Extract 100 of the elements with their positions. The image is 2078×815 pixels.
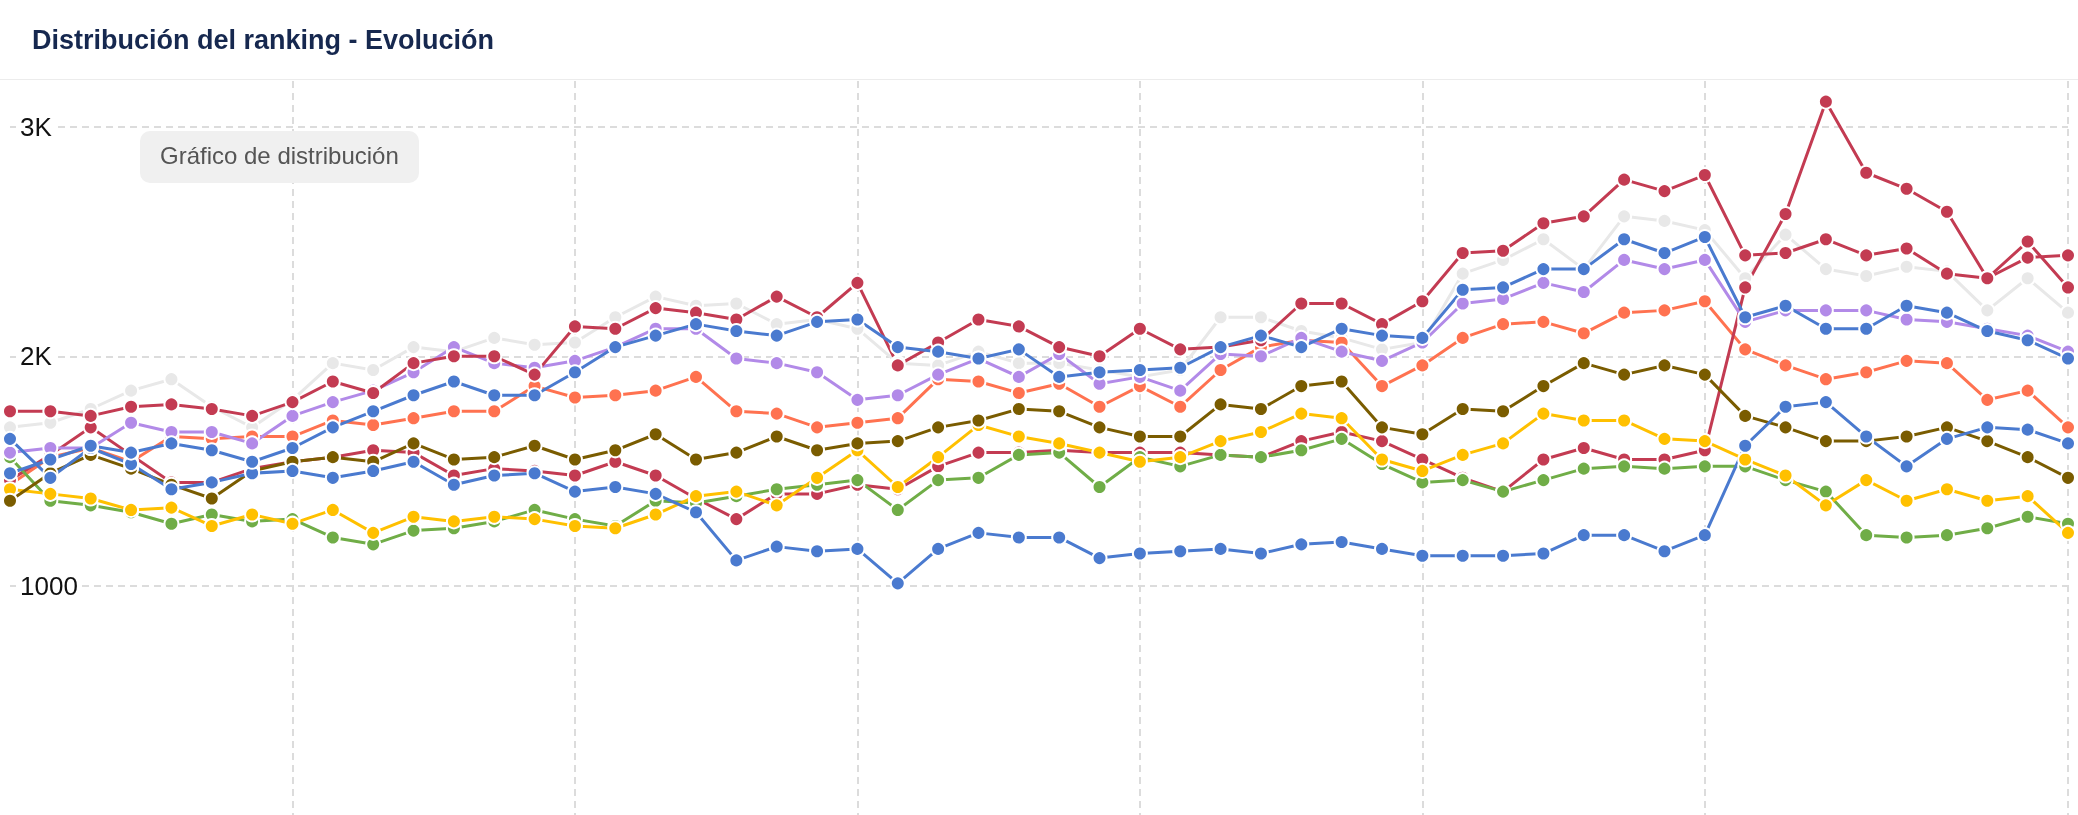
point [486, 348, 503, 365]
point [1010, 368, 1027, 385]
point [324, 529, 341, 546]
point [1212, 433, 1229, 450]
point [1898, 240, 1915, 257]
point [405, 508, 422, 525]
point [1172, 398, 1189, 415]
point [1696, 228, 1713, 245]
point [445, 403, 462, 420]
point [1817, 394, 1834, 411]
point [1656, 430, 1673, 447]
point [1656, 357, 1673, 374]
point [1737, 407, 1754, 424]
point [1293, 405, 1310, 422]
point [1696, 366, 1713, 383]
point [486, 467, 503, 484]
point [405, 453, 422, 470]
point [1535, 451, 1552, 468]
point [688, 316, 704, 333]
point [2060, 419, 2076, 436]
point [284, 515, 301, 532]
point [1575, 208, 1592, 225]
point [1252, 327, 1269, 344]
point [728, 350, 745, 367]
point [1737, 451, 1754, 468]
point [1051, 339, 1068, 356]
point [1414, 462, 1431, 479]
point [2060, 469, 2076, 486]
point [1938, 304, 1955, 321]
point [970, 412, 987, 429]
point [1091, 398, 1108, 415]
point [1777, 398, 1794, 415]
point [1898, 458, 1915, 475]
point [1696, 527, 1713, 544]
point [163, 435, 180, 452]
point [1454, 295, 1471, 312]
point [566, 467, 583, 484]
point [1010, 428, 1027, 445]
point [1938, 527, 1955, 544]
point [1616, 527, 1633, 544]
point [1535, 261, 1552, 278]
point [1091, 550, 1108, 567]
point [445, 373, 462, 390]
point [1898, 492, 1915, 509]
point [1131, 545, 1148, 562]
point [1333, 295, 1350, 312]
point [889, 575, 906, 592]
point [889, 410, 906, 427]
y-tick-label: 3K [20, 111, 53, 142]
point [607, 479, 624, 495]
point [647, 327, 664, 344]
point [930, 366, 947, 383]
point [2060, 304, 2076, 321]
point [445, 348, 462, 365]
point [930, 540, 947, 557]
point [1374, 327, 1390, 344]
point [1414, 329, 1431, 346]
point [768, 355, 785, 372]
point [163, 396, 180, 413]
point [728, 483, 745, 500]
point [405, 410, 422, 427]
point [1414, 357, 1431, 374]
point [1495, 316, 1512, 333]
point [1374, 540, 1390, 557]
point [2019, 249, 2036, 266]
point [2019, 449, 2036, 466]
point [486, 508, 503, 525]
point [365, 462, 382, 479]
point [526, 437, 543, 454]
point [688, 451, 704, 468]
point [1737, 247, 1754, 264]
point [1535, 378, 1552, 395]
point [1777, 467, 1794, 484]
point [1777, 226, 1794, 243]
point [486, 403, 503, 420]
point [1131, 428, 1148, 445]
point [1252, 401, 1269, 417]
point [768, 428, 785, 445]
point [1010, 529, 1027, 546]
point [1535, 545, 1552, 562]
point [365, 403, 382, 420]
point [1817, 483, 1834, 500]
point [1454, 547, 1471, 564]
point [163, 499, 180, 516]
point [1979, 492, 1996, 509]
point [970, 524, 987, 541]
point [1898, 428, 1915, 445]
point [566, 364, 583, 381]
point [930, 472, 947, 489]
point [970, 444, 987, 461]
point [2019, 421, 2036, 438]
point [1817, 302, 1834, 319]
point [889, 387, 906, 404]
point [405, 355, 422, 372]
point [2, 444, 18, 461]
point [445, 451, 462, 468]
point [1817, 371, 1834, 388]
point [1454, 265, 1471, 282]
point [1454, 329, 1471, 346]
point [1656, 261, 1673, 278]
